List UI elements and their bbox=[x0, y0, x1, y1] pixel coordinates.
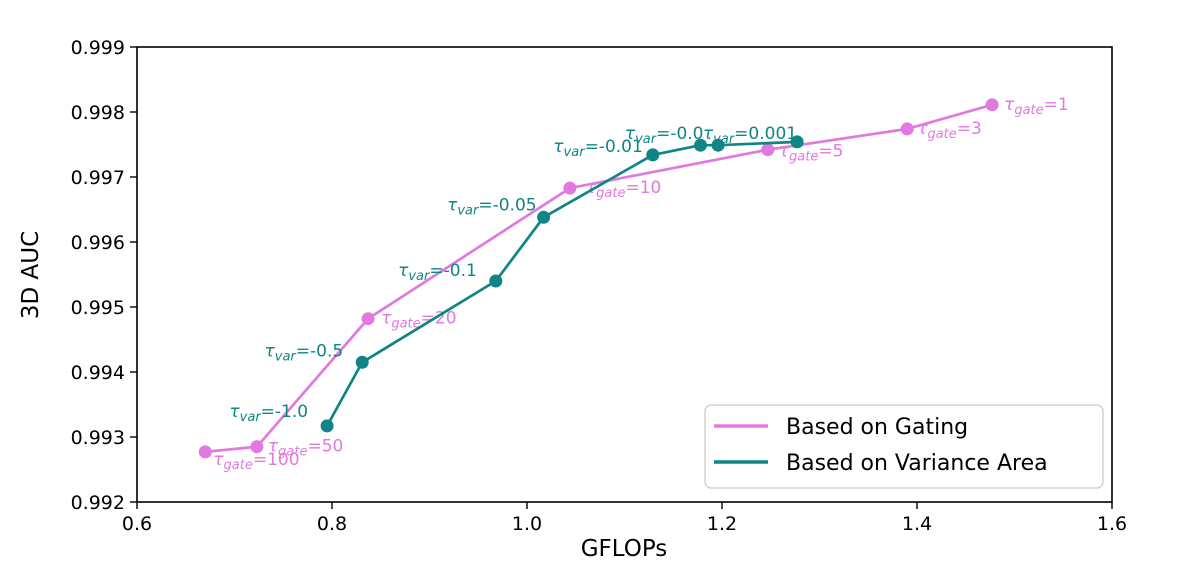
y-tick-label: 0.999 bbox=[71, 37, 125, 59]
x-tick-label: 0.8 bbox=[317, 513, 347, 535]
data-point-marker bbox=[198, 445, 212, 459]
legend-box bbox=[704, 404, 1104, 489]
point-annotation: τgate=5 bbox=[779, 142, 844, 165]
point-annotation: τgate=50 bbox=[268, 437, 343, 460]
y-axis-label: 3D AUC bbox=[18, 231, 44, 319]
y-tick-label: 0.997 bbox=[71, 167, 125, 189]
data-point-marker bbox=[790, 135, 804, 149]
point-annotation: τvar=-1.0 bbox=[229, 402, 308, 425]
data-point-marker bbox=[711, 138, 725, 152]
point-annotation: τvar=-0.5 bbox=[265, 341, 344, 364]
y-tick-label: 0.998 bbox=[71, 102, 125, 124]
point-annotation: τvar=-0.1 bbox=[398, 261, 477, 284]
point-annotation: τgate=100 bbox=[213, 450, 299, 473]
point-annotation: τvar=-0.05 bbox=[447, 195, 537, 218]
data-point-marker bbox=[694, 138, 707, 152]
legend-entry-label: Based on Variance Area bbox=[786, 451, 1048, 476]
y-tick-label: 0.994 bbox=[71, 362, 125, 384]
data-point-marker bbox=[985, 98, 999, 112]
data-point-marker bbox=[250, 440, 264, 454]
point-annotation: τvar=-0.0 bbox=[625, 124, 704, 147]
plot-border bbox=[136, 46, 1113, 503]
data-point-marker bbox=[320, 419, 334, 433]
x-tick-label: 0.6 bbox=[122, 513, 152, 535]
x-tick-label: 1.2 bbox=[707, 513, 737, 535]
point-annotation: τgate=3 bbox=[917, 119, 982, 142]
x-tick-label: 1.4 bbox=[902, 513, 932, 535]
plot-spines bbox=[136, 46, 1113, 503]
data-point-marker bbox=[761, 143, 775, 157]
y-tick-label: 0.993 bbox=[71, 427, 125, 449]
data-point-marker bbox=[537, 210, 551, 224]
data-point-marker bbox=[900, 122, 914, 136]
x-tick-label: 1.6 bbox=[1097, 513, 1127, 535]
y-tick-label: 0.996 bbox=[71, 232, 125, 254]
series-line-based-on-variance-area bbox=[325, 140, 798, 427]
data-point-marker bbox=[646, 148, 660, 162]
axis-ticks: 0.6 0.8 1.0 1.2 1.4 1.6 0.992 0.993 0.994 0.995 0.… bbox=[71, 37, 1128, 535]
data-point-marker bbox=[563, 181, 577, 195]
point-annotation: τvar=0.001 bbox=[703, 124, 797, 147]
data-point-marker bbox=[361, 312, 375, 326]
point-annotation: τgate=20 bbox=[381, 309, 456, 332]
y-tick-label: 0.992 bbox=[71, 492, 125, 514]
point-annotation: τgate=1 bbox=[1004, 95, 1069, 118]
x-axis-label: GFLOPs bbox=[581, 536, 668, 562]
legend: Based on Gating Based on Variance Area bbox=[704, 404, 1104, 489]
series-based-on-variance-area: τvar=-1.0 τvar=-0.5 τvar=-0.1 τvar=-0.05 τva… bbox=[229, 124, 804, 433]
legend-entry-label: Based on Gating bbox=[786, 415, 968, 440]
point-annotation: τvar=-0.01 bbox=[553, 137, 643, 160]
point-annotation: τgate=10 bbox=[586, 178, 661, 201]
data-point-marker bbox=[355, 355, 369, 369]
y-tick-label: 0.995 bbox=[71, 297, 125, 319]
x-tick-label: 1.0 bbox=[512, 513, 542, 535]
data-point-marker bbox=[489, 274, 503, 288]
